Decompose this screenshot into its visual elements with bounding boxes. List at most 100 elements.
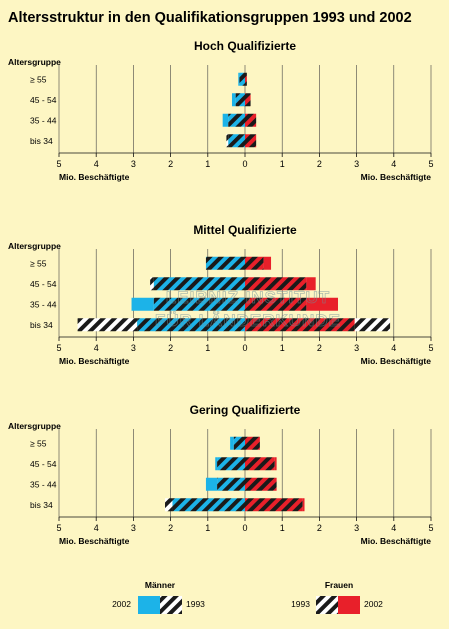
legend-maenner-1993-swatch — [160, 596, 182, 614]
bar-maenner-2002-extra — [205, 477, 218, 491]
legend-frauen-1993-label: 1993 — [291, 599, 310, 609]
panel-hoch: Hoch Qualifizierte Altersgruppe ≥ 55 45 - 5… — [8, 39, 434, 182]
x-tick-label: 3 — [354, 523, 359, 533]
x-tick-label: 4 — [94, 343, 99, 353]
bar-maenner-2002-extra — [215, 457, 218, 471]
x-axis-label-right: Mio. Beschäftigte — [361, 356, 432, 366]
category-label: ≥ 55 — [30, 438, 47, 448]
bar-frauen-overlap — [245, 436, 260, 450]
legend-maenner-2002-label: 2002 — [112, 599, 131, 609]
legend-maenner-2002-swatch — [138, 596, 160, 614]
category-label: 35 - 44 — [30, 299, 57, 309]
x-tick-label: 4 — [391, 159, 396, 169]
bar-frauen-overlap — [245, 477, 277, 491]
bar-maenner-overlap — [172, 498, 245, 512]
x-tick-label: 2 — [168, 343, 173, 353]
bar-frauen-overlap — [245, 113, 257, 127]
bar-maenner-overlap — [228, 113, 245, 127]
bar-frauen-2002-extra — [274, 457, 277, 471]
panel-gering: Gering Qualifizierte Altersgruppe ≥ 55 45 -… — [8, 403, 434, 546]
y-axis-label: Altersgruppe — [8, 57, 61, 67]
legend-maenner-1993-label: 1993 — [186, 599, 205, 609]
legend-frauen-1993-swatch — [316, 596, 338, 614]
main-title: Altersstruktur in den Qualifikationsgrup… — [8, 10, 412, 26]
bar-maenner-2002-extra — [238, 72, 240, 86]
x-tick-label: 2 — [317, 523, 322, 533]
x-tick-label: 4 — [94, 523, 99, 533]
bar-maenner-overlap — [239, 72, 245, 86]
bar-maenner-1993-extra — [226, 134, 229, 148]
category-label: bis 34 — [30, 136, 53, 146]
bar-frauen-2002-extra — [263, 256, 272, 270]
panel-mittel: Mittel Qualifizierte Altersgruppe ≥ 55 45 -… — [8, 223, 434, 366]
category-label: ≥ 55 — [30, 74, 47, 84]
x-tick-label: 3 — [354, 343, 359, 353]
x-axis-label-left: Mio. Beschäftigte — [59, 172, 130, 182]
bar-maenner-overlap — [235, 93, 245, 107]
watermark: LEIBNIZ-INSTITUT FÜR LÄNDERKUNDE — [155, 288, 341, 331]
x-tick-label: 1 — [280, 523, 285, 533]
category-label: 45 - 54 — [30, 95, 57, 105]
bar-maenner-overlap — [233, 436, 245, 450]
x-tick-label: 2 — [168, 159, 173, 169]
x-tick-label: 2 — [168, 523, 173, 533]
y-axis-label: Altersgruppe — [8, 421, 61, 431]
x-tick-label: 5 — [428, 523, 433, 533]
legend-frauen-label: Frauen — [325, 580, 353, 590]
bar-frauen-overlap — [245, 297, 307, 311]
x-tick-label: 2 — [317, 159, 322, 169]
watermark-line-2: FÜR LÄNDERKUNDE — [155, 311, 341, 330]
x-axis-label-left: Mio. Beschäftigte — [59, 536, 130, 546]
x-tick-label: 1 — [280, 343, 285, 353]
bar-frauen-overlap — [245, 93, 251, 107]
category-label: 45 - 54 — [30, 459, 57, 469]
x-tick-label: 3 — [354, 159, 359, 169]
bar-maenner-2002-extra — [231, 93, 236, 107]
x-tick-label: 4 — [391, 343, 396, 353]
x-axis-label-left: Mio. Beschäftigte — [59, 356, 130, 366]
bar-frauen-overlap — [245, 72, 247, 86]
bar-maenner-2002-extra — [230, 436, 234, 450]
bar-frauen-overlap — [245, 277, 307, 291]
bar-maenner-1993-extra — [150, 277, 154, 291]
category-label: bis 34 — [30, 320, 53, 330]
x-tick-label: 5 — [56, 343, 61, 353]
panel-title: Mittel Qualifizierte — [193, 223, 297, 237]
bar-frauen-overlap — [245, 134, 257, 148]
x-tick-label: 0 — [242, 343, 247, 353]
bar-maenner-2002-extra — [222, 113, 229, 127]
x-tick-label: 1 — [205, 343, 210, 353]
x-tick-label: 1 — [280, 159, 285, 169]
bar-maenner-overlap — [217, 457, 245, 471]
x-axis-label-right: Mio. Beschäftigte — [361, 172, 432, 182]
bar-maenner-overlap — [205, 256, 245, 270]
bar-maenner-overlap — [153, 277, 245, 291]
x-tick-label: 5 — [56, 159, 61, 169]
x-tick-label: 4 — [94, 159, 99, 169]
x-axis-label-right: Mio. Beschäftigte — [361, 536, 432, 546]
watermark-line-1: LEIBNIZ-INSTITUT — [166, 288, 330, 307]
x-tick-label: 2 — [317, 343, 322, 353]
category-label: ≥ 55 — [30, 258, 47, 268]
x-tick-label: 3 — [131, 159, 136, 169]
panel-title: Gering Qualifizierte — [190, 403, 301, 417]
x-tick-label: 0 — [242, 159, 247, 169]
bar-maenner-overlap — [228, 134, 245, 148]
bar-frauen-2002-extra — [306, 277, 316, 291]
x-tick-label: 4 — [391, 523, 396, 533]
x-tick-label: 5 — [428, 343, 433, 353]
bar-frauen-overlap — [245, 457, 275, 471]
bar-maenner-1993-extra — [165, 498, 173, 512]
legend-maenner-label: Männer — [145, 580, 176, 590]
category-label: 35 - 44 — [30, 115, 57, 125]
bar-frauen-1993-extra — [354, 318, 391, 332]
bar-frauen-2002-extra — [306, 297, 338, 311]
category-label: 45 - 54 — [30, 279, 57, 289]
category-label: 35 - 44 — [30, 479, 57, 489]
x-tick-label: 5 — [428, 159, 433, 169]
bar-maenner-2002-extra — [131, 297, 154, 311]
x-tick-label: 5 — [56, 523, 61, 533]
bar-maenner-overlap — [217, 477, 245, 491]
